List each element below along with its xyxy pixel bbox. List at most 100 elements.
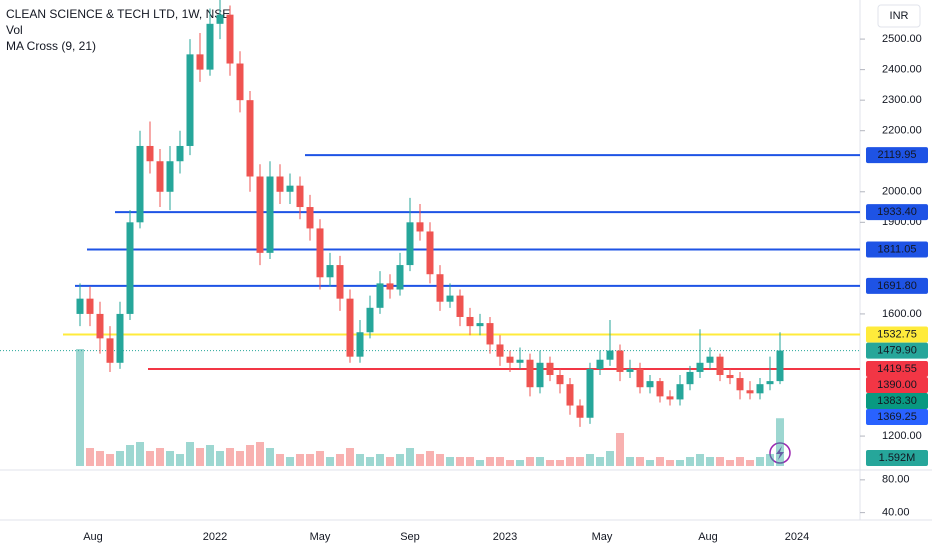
candle-body	[106, 338, 114, 363]
candle-body	[496, 344, 504, 357]
candle-body	[326, 265, 334, 278]
candle-body	[166, 161, 174, 192]
candle-body	[96, 313, 104, 339]
volume-bar	[346, 448, 354, 466]
candle-body	[646, 381, 654, 388]
candle-body	[386, 283, 394, 290]
y-tick-label: 2200.00	[882, 125, 922, 137]
candle-body	[606, 350, 614, 360]
candle-body	[306, 207, 314, 229]
candle-body	[256, 176, 264, 253]
volume-bar	[556, 460, 564, 466]
candle-body	[686, 371, 694, 385]
candle-body	[366, 307, 374, 333]
candle-body	[406, 222, 414, 266]
price-label: 1811.05	[878, 243, 917, 255]
candle-body	[726, 374, 734, 379]
volume-bar	[656, 457, 664, 466]
volume-bar	[306, 454, 314, 466]
candle-body	[516, 359, 524, 363]
candle-body	[226, 14, 234, 64]
candle-body	[346, 298, 354, 357]
volume-bar	[436, 454, 444, 466]
candle-body	[136, 145, 144, 223]
y2-tick-label: 80.00	[882, 474, 910, 486]
x-tick-label: 2022	[203, 531, 227, 543]
candle-body	[416, 222, 424, 232]
candle-body	[526, 359, 534, 388]
volume-bar	[416, 454, 424, 466]
chart-title: CLEAN SCIENCE & TECH LTD, 1W, NSE	[6, 7, 230, 21]
volume-bar	[756, 457, 764, 466]
volume-bar	[486, 457, 494, 466]
volume-bar	[616, 433, 624, 466]
price-label-box	[866, 342, 928, 359]
candle-body	[776, 350, 784, 382]
candle-body	[596, 359, 604, 369]
price-label: 1532.75	[877, 328, 917, 340]
volume-bar	[706, 457, 714, 466]
volume-bar	[736, 457, 744, 466]
candle-body	[336, 265, 344, 299]
candle-body	[176, 145, 184, 162]
price-label-box	[866, 361, 928, 378]
price-label-box	[866, 326, 928, 343]
volume-bar	[516, 460, 524, 466]
currency-box[interactable]	[877, 4, 921, 28]
candle-body	[286, 185, 294, 192]
candle-body	[556, 374, 564, 385]
volume-bar	[176, 454, 184, 466]
candle-body	[276, 176, 284, 192]
candle-body	[636, 368, 644, 388]
volume-bar	[716, 457, 724, 466]
volume-bar	[746, 460, 754, 466]
lightning-glyph	[776, 446, 784, 460]
volume-bar	[336, 454, 344, 466]
currency[interactable]: INR	[890, 10, 909, 22]
volume-bar	[506, 460, 514, 466]
volume-bar	[136, 442, 144, 466]
volume-bar	[376, 454, 384, 466]
volume-bar	[596, 457, 604, 466]
candle-body	[126, 222, 134, 314]
volume-bar	[446, 457, 454, 466]
candle-body	[206, 23, 214, 70]
price-label: 1691.80	[877, 280, 917, 292]
candle-body	[586, 368, 594, 418]
candle-body	[716, 356, 724, 375]
x-tick-label: May	[310, 531, 331, 543]
candle-body	[76, 298, 84, 314]
x-tick-label: 2024	[785, 531, 809, 543]
volume-bar	[276, 454, 284, 466]
volume-bar	[406, 448, 414, 466]
candle-body	[86, 298, 94, 314]
volume-bar	[646, 460, 654, 466]
volume-bar	[196, 448, 204, 466]
price-label-box	[866, 409, 928, 426]
volume-bar	[106, 454, 114, 466]
price-label: 1390.00	[877, 379, 917, 391]
x-tick-label: Aug	[698, 531, 718, 543]
volume-bar	[116, 451, 124, 466]
volume-bar	[626, 457, 634, 466]
candle-body	[296, 185, 304, 208]
y2-tick-label: 40.00	[882, 507, 910, 519]
candle-body	[616, 350, 624, 372]
candle-body	[576, 405, 584, 418]
price-label: 1369.25	[877, 411, 917, 423]
candle-body	[266, 176, 274, 253]
price-label-box	[866, 147, 928, 164]
volume-bar	[766, 454, 774, 466]
candle-body	[756, 384, 764, 394]
volume-bar	[246, 445, 254, 466]
volume-bar	[496, 457, 504, 466]
volume-bar	[566, 457, 574, 466]
price-label-box	[866, 204, 928, 221]
candle-body	[246, 100, 254, 177]
volume-bar	[526, 457, 534, 466]
volume-bar	[726, 460, 734, 466]
candle-body	[486, 323, 494, 345]
candle-body	[236, 63, 244, 101]
